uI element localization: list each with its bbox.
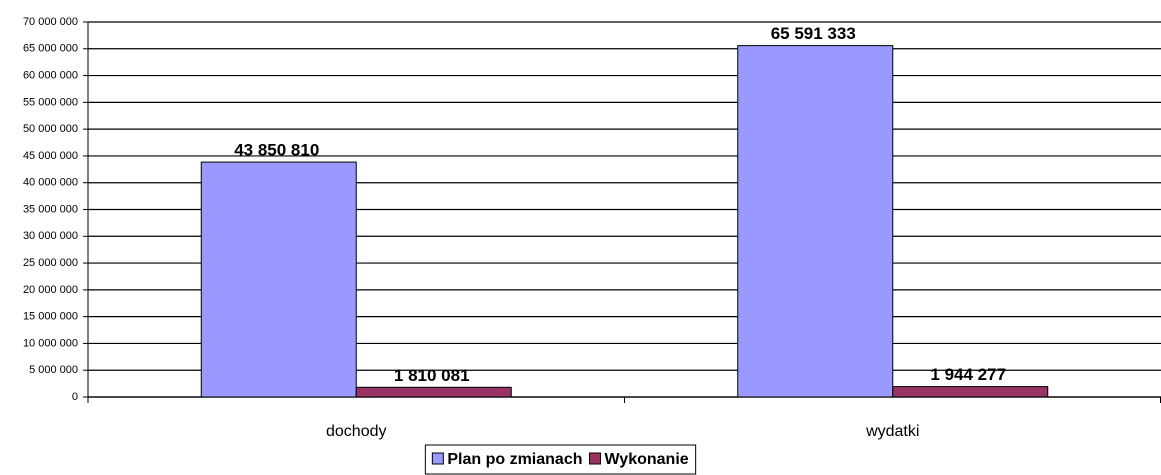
y-tick-label: 70 000 000 [23,16,78,28]
value-label: 43 850 810 [234,141,319,160]
legend [424,444,697,475]
y-tick-label: 5 000 000 [29,364,78,376]
bar [892,386,1049,398]
value-label: 1 810 081 [394,366,470,385]
legend-label: Wykonanie [604,451,688,468]
y-tick-label: 15 000 000 [23,311,78,323]
y-tick-label: 45 000 000 [23,150,78,162]
legend-label: Plan po zmianach [447,451,582,468]
bar [200,161,357,398]
value-label: 1 944 277 [930,365,1006,384]
y-tick-label: 60 000 000 [23,69,78,81]
legend-swatch [431,452,444,465]
y-tick-label: 40 000 000 [23,177,78,189]
bar [355,386,512,398]
y-tick-label: 55 000 000 [23,96,78,108]
y-tick-label: 10 000 000 [23,337,78,349]
y-tick-label: 65 000 000 [23,43,78,55]
x-tick-label: wydatki [865,423,919,440]
y-tick-label: 35 000 000 [23,203,78,215]
y-tick-label: 25 000 000 [23,257,78,269]
bar [737,45,894,398]
legend-swatch [588,452,601,465]
y-tick-label: 50 000 000 [23,123,78,135]
x-tick-label: dochody [326,423,387,440]
y-tick-label: 0 [72,391,78,403]
y-tick-label: 20 000 000 [23,284,78,296]
y-tick-label: 30 000 000 [23,230,78,242]
value-label: 65 591 333 [771,24,856,43]
